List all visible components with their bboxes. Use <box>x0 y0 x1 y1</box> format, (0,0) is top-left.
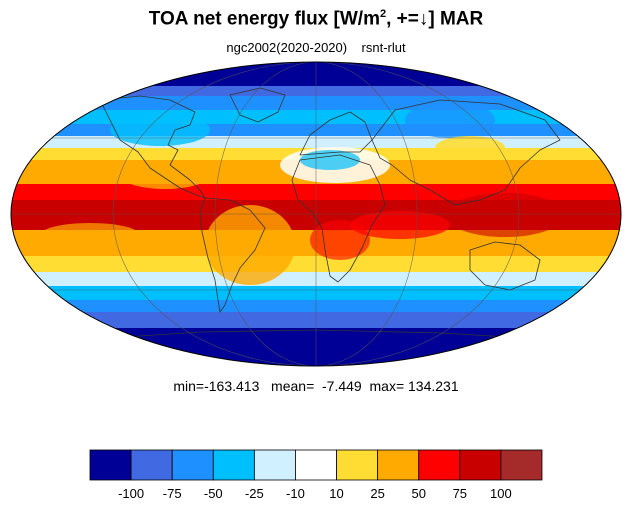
asia-coast <box>371 99 561 206</box>
graticule <box>11 62 621 366</box>
colorbar-box <box>459 449 502 481</box>
colorbar-box <box>418 449 461 481</box>
colorbar-box <box>500 449 543 481</box>
flux-field <box>11 62 621 366</box>
greenland-coast <box>229 87 286 123</box>
colorbar-labels: -100 -75 -50 -25 -10 10 25 50 75 100 <box>118 486 512 501</box>
map-border <box>10 61 622 367</box>
colorbar-tick-label: -10 <box>286 486 305 501</box>
run-label: ngc2002(2020-2020) <box>226 40 348 55</box>
colorbar-tick-label: 25 <box>370 486 384 501</box>
australia-coast <box>469 241 541 291</box>
colorbar-box <box>130 449 173 481</box>
colorbar-box <box>171 449 214 481</box>
colorbar-box <box>336 449 379 481</box>
colorbar: -100 -75 -50 -25 -10 10 25 50 75 100 <box>89 449 543 501</box>
colorbar-box <box>253 449 296 481</box>
colorbar-tick-label: 75 <box>453 486 467 501</box>
colorbar-box <box>212 449 255 481</box>
colorbar-box <box>295 449 337 481</box>
colorbar-tick-label: -25 <box>245 486 264 501</box>
map-title: TOA net energy flux [W/m2, +=↓] MAR <box>148 8 484 30</box>
field-statistics: min=-163.413 mean= -7.449 max= 134.231 <box>173 378 459 394</box>
world-map <box>10 61 622 367</box>
coastlines <box>79 87 561 341</box>
colorbar-tick-label: 10 <box>329 486 343 501</box>
colorbar-boxes <box>89 449 543 481</box>
europe-coast <box>299 111 373 156</box>
colorbar-box <box>377 449 420 481</box>
variable-label: rsnt-rlut <box>361 40 406 55</box>
map-subtitle: ngc2002(2020-2020) rsnt-rlut <box>0 40 632 55</box>
colorbar-tick-label: -100 <box>118 486 144 501</box>
colorbar-tick-label: 50 <box>411 486 425 501</box>
north-america-coast <box>99 95 206 199</box>
colorbar-tick-label: 100 <box>490 486 512 501</box>
colorbar-tick-label: -50 <box>204 486 223 501</box>
colorbar-box <box>89 449 132 481</box>
south-america-coast <box>199 197 266 313</box>
colorbar-tick-label: -75 <box>163 486 182 501</box>
africa-coast <box>291 154 386 283</box>
